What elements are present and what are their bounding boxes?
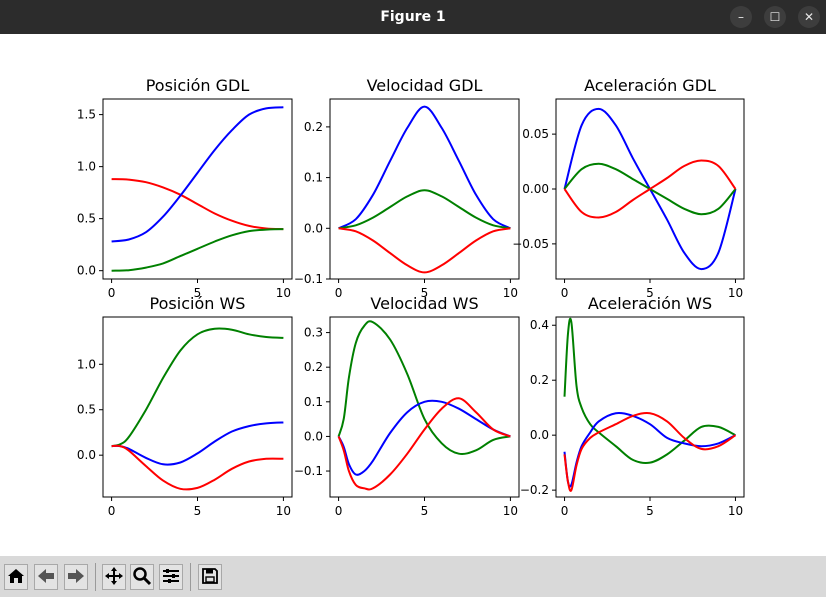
- x-tick-label: 0: [561, 504, 569, 518]
- subplot-2: Velocidad GDL 0 5 10 −0.1 0.0 0.1 0.2: [294, 76, 520, 300]
- x-tick-label: 0: [335, 504, 343, 518]
- configure-subplots-icon: [163, 569, 179, 583]
- axes-frame: [102, 316, 293, 498]
- y-tick-label: 0.5: [77, 212, 96, 226]
- back-button[interactable]: [34, 564, 58, 590]
- figure-canvas: Posición GDL 0 5 10 0.0 0.5 1.0 1.5 Velocidad GD…: [77, 76, 745, 518]
- x-tick-label: 5: [646, 286, 654, 300]
- series-line-blue: [111, 421, 284, 466]
- x-tick-label: 10: [728, 504, 743, 518]
- series-line-green: [111, 228, 284, 272]
- x-tick-label: 10: [503, 504, 518, 518]
- y-tick-label: 0.05: [522, 127, 549, 141]
- back-arrow-icon: [38, 569, 54, 583]
- y-tick-label: −0.1: [294, 272, 323, 286]
- pan-button[interactable]: [102, 564, 126, 590]
- subplot-5: Velocidad WS 0 5 10 −0.1 0.0 0.1 0.2 0.3: [294, 294, 520, 518]
- series-line-green: [111, 327, 284, 448]
- series-line-red: [563, 159, 737, 219]
- minimize-button[interactable]: –: [730, 6, 752, 28]
- save-button[interactable]: [198, 564, 222, 590]
- x-tick-label: 5: [194, 286, 202, 300]
- y-tick-label: 0.00: [522, 182, 549, 196]
- navigation-toolbar: [0, 556, 826, 597]
- subplot-title: Velocidad WS: [370, 294, 478, 313]
- home-icon: [8, 569, 24, 583]
- y-tick-label: 1.5: [77, 108, 96, 122]
- y-tick-label: 1.0: [77, 160, 96, 174]
- toolbar-separator: [190, 563, 191, 591]
- subplot-4: Posición WS 0 5 10 0.0 0.5 1.0: [77, 294, 293, 518]
- subplot-3: Aceleración GDL 0 5 10 −0.05 0.00 0.05: [512, 76, 745, 300]
- y-tick-label: 0.1: [304, 171, 323, 185]
- series-line-green: [337, 320, 511, 455]
- x-tick-label: 0: [108, 286, 116, 300]
- series-line-green: [338, 189, 511, 230]
- y-tick-label: 0.2: [304, 120, 323, 134]
- series-line-red: [111, 178, 284, 231]
- axes-frame: [102, 98, 293, 280]
- x-tick-label: 0: [335, 286, 343, 300]
- axes-frame: [329, 316, 520, 498]
- y-tick-label: −0.05: [512, 237, 549, 251]
- y-tick-label: −0.1: [294, 464, 323, 478]
- series-line-red: [563, 411, 737, 492]
- x-tick-label: 10: [728, 286, 743, 300]
- y-tick-label: 0.1: [304, 395, 323, 409]
- y-tick-label: 0.3: [304, 326, 323, 340]
- x-tick-label: 5: [194, 504, 202, 518]
- axes-frame: [555, 316, 745, 498]
- y-tick-label: 0.4: [530, 318, 549, 332]
- subplot-title: Posición GDL: [146, 76, 250, 95]
- series-line-green: [563, 317, 736, 464]
- forward-button[interactable]: [64, 564, 88, 590]
- x-tick-label: 5: [646, 504, 654, 518]
- home-button[interactable]: [4, 564, 28, 590]
- zoom-button[interactable]: [130, 564, 154, 590]
- subplot-1: Posición GDL 0 5 10 0.0 0.5 1.0 1.5: [77, 76, 293, 300]
- toolbar-separator: [95, 563, 96, 591]
- y-tick-label: 0.5: [77, 403, 96, 417]
- y-tick-label: 0.0: [304, 429, 323, 443]
- x-tick-label: 10: [276, 286, 291, 300]
- y-tick-label: 1.0: [77, 357, 96, 371]
- zoom-icon: [133, 567, 152, 586]
- x-tick-label: 5: [421, 504, 429, 518]
- y-tick-label: 0.0: [304, 221, 323, 235]
- x-tick-label: 10: [503, 286, 518, 300]
- y-tick-label: 0.2: [304, 360, 323, 374]
- close-button[interactable]: ✕: [798, 6, 820, 28]
- axes-frame: [329, 98, 520, 280]
- pan-icon: [105, 567, 123, 585]
- y-tick-label: 0.0: [77, 448, 96, 462]
- forward-arrow-icon: [68, 569, 84, 583]
- save-icon: [202, 568, 218, 584]
- subplot-title: Velocidad GDL: [367, 76, 483, 95]
- series-line-blue: [337, 399, 511, 476]
- y-tick-label: −0.2: [520, 483, 549, 497]
- window-title: Figure 1: [380, 9, 446, 25]
- title-bar: Figure 1 – ☐ ✕: [0, 0, 826, 34]
- subplot-title: Aceleración GDL: [584, 76, 716, 95]
- x-tick-label: 10: [276, 504, 291, 518]
- series-line-red: [337, 397, 511, 491]
- y-tick-label: 0.2: [530, 373, 549, 387]
- series-line-red: [338, 227, 511, 274]
- subplot-6: Aceleración WS 0 5 10 −0.2 0.0 0.2 0.4: [520, 294, 745, 518]
- x-tick-label: 5: [421, 286, 429, 300]
- series-line-blue: [338, 105, 511, 230]
- series-line-red: [111, 444, 284, 491]
- series-line-blue: [111, 106, 284, 243]
- y-tick-label: 0.0: [77, 264, 96, 278]
- x-tick-label: 0: [108, 504, 116, 518]
- y-tick-label: 0.0: [530, 428, 549, 442]
- x-tick-label: 0: [561, 286, 569, 300]
- maximize-button[interactable]: ☐: [764, 6, 786, 28]
- configure-subplots-button[interactable]: [159, 564, 183, 590]
- subplot-title: Aceleración WS: [588, 294, 712, 313]
- subplot-title: Posición WS: [150, 294, 246, 313]
